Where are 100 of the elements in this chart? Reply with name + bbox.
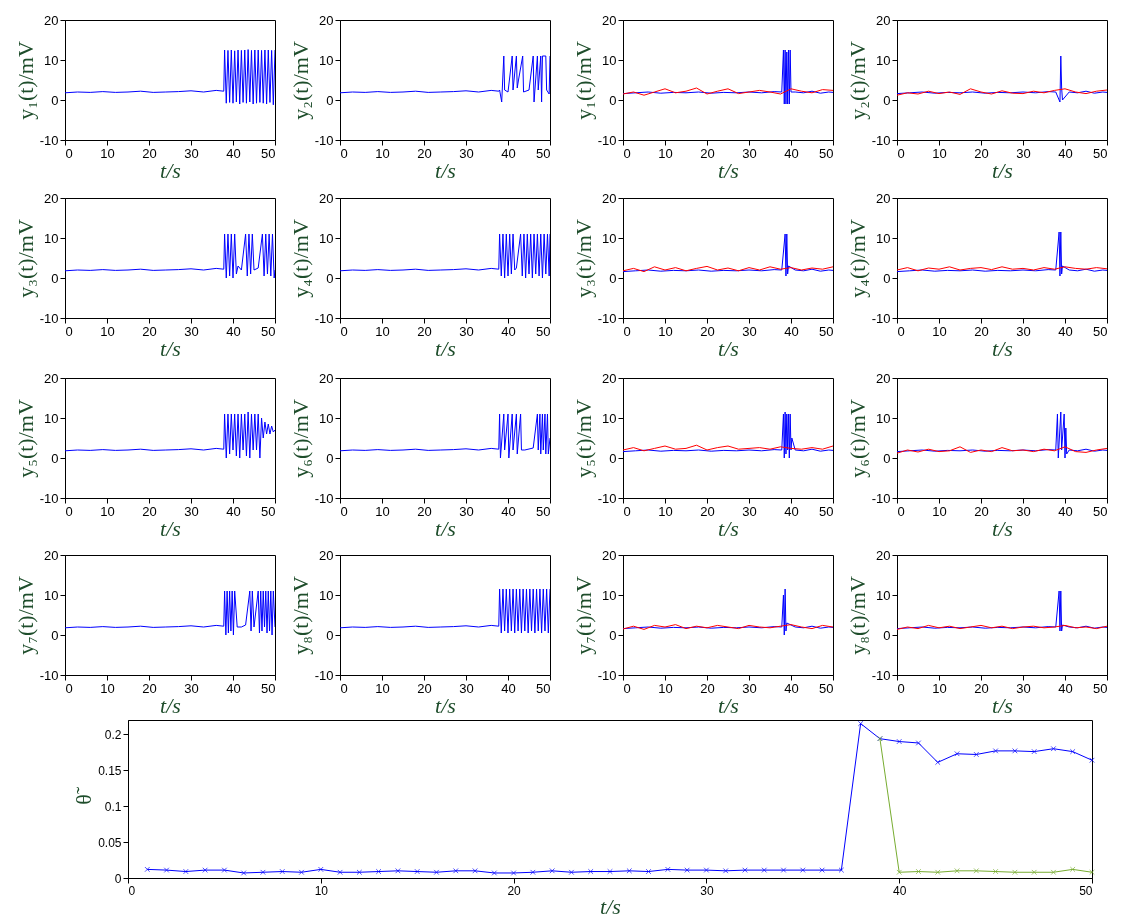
point: [857, 720, 864, 727]
x-tick-label: 50: [1093, 503, 1108, 519]
y-tick-label: 10: [319, 587, 334, 603]
y-tick-label: 20: [319, 370, 334, 386]
y-tick-label: 0: [51, 627, 59, 643]
y-axis-title: y₁(t)/mV: [12, 41, 38, 120]
x-axis-title: t/s: [160, 157, 181, 183]
x-tick-label: 30: [459, 323, 474, 339]
y-tick-label: 0: [326, 627, 334, 643]
y-tick-label: 10: [602, 230, 617, 246]
x-tick-label: 40: [784, 323, 799, 339]
x-axis-title: t/s: [435, 157, 456, 183]
point: [1089, 757, 1095, 764]
point: [1031, 748, 1037, 755]
x-tick-label: 40: [784, 503, 799, 519]
point: [1069, 748, 1076, 755]
point: [144, 866, 151, 873]
x-axis-title: t/s: [718, 515, 739, 541]
line-series: [65, 411, 275, 459]
line-series: [623, 411, 833, 459]
y-tick-label: 0: [51, 270, 59, 286]
x-tick-label: 50: [536, 503, 551, 519]
x-tick-label: 30: [742, 680, 757, 696]
y-axis-title: y₈(t)/mV: [287, 576, 313, 655]
x-tick-label: 40: [1058, 503, 1073, 519]
x-tick-label: 0: [340, 145, 348, 161]
x-tick-label: 20: [700, 145, 715, 161]
point: [1089, 869, 1095, 876]
x-tick-label: 30: [742, 323, 757, 339]
point: [607, 868, 613, 875]
x-tick-label: 0: [897, 680, 905, 696]
y-axis-title: y₆(t)/mV: [844, 399, 870, 478]
y-tick-label: 20: [876, 370, 891, 386]
y-tick-label: 20: [602, 547, 617, 563]
y-axis-title: y₅(t)/mV: [12, 399, 38, 478]
point: [915, 740, 922, 746]
line-series: [897, 55, 1107, 103]
x-tick-label: 0: [340, 503, 348, 519]
x-tick-label: 40: [226, 503, 241, 519]
x-tick-label: 50: [261, 323, 276, 339]
x-tick-label: 30: [1016, 680, 1031, 696]
x-tick-label: 20: [700, 323, 715, 339]
point: [761, 867, 768, 873]
x-tick-label: 30: [700, 883, 714, 898]
line-series: [897, 88, 1107, 96]
x-tick-label: 40: [501, 680, 516, 696]
point: [1050, 869, 1057, 876]
y-tick-label: 0: [609, 450, 617, 466]
x-tick-label: 40: [1058, 323, 1073, 339]
y-tick-label: 20: [319, 12, 334, 28]
x-tick-label: 30: [184, 323, 199, 339]
x-tick-label: 20: [417, 323, 432, 339]
x-tick-label: 50: [261, 680, 276, 696]
y-tick-label: -10: [314, 310, 334, 326]
x-tick-label: 50: [536, 145, 551, 161]
line-series: [65, 590, 275, 636]
x-axis-title: t/s: [160, 515, 181, 541]
point: [954, 867, 960, 874]
y-tick-label: -10: [597, 490, 617, 506]
x-axis-title: t/s: [718, 335, 739, 361]
y-axis-title: θ̃: [71, 786, 97, 805]
y-tick-label: 10: [319, 52, 334, 68]
x-tick-label: 50: [819, 145, 834, 161]
x-tick-label: 40: [226, 680, 241, 696]
y-tick-label: 10: [876, 52, 891, 68]
y-tick-label: 20: [876, 190, 891, 206]
y-tick-label: 0: [51, 92, 59, 108]
point: [279, 868, 286, 875]
line-series: [623, 233, 833, 277]
point: [260, 869, 266, 876]
x-tick-label: 50: [1079, 883, 1093, 898]
point: [433, 869, 440, 876]
y-tick-label: -10: [871, 667, 891, 683]
y-tick-label: 20: [319, 547, 334, 563]
x-tick-label: 10: [375, 503, 390, 519]
x-tick-label: 40: [784, 680, 799, 696]
y-tick-label: -10: [39, 490, 59, 506]
y-axis-title: y₇(t)/mV: [570, 576, 596, 655]
y-tick-label: 0: [883, 92, 891, 108]
line-series: [340, 233, 550, 279]
x-axis-title: t/s: [992, 692, 1013, 718]
x-tick-label: 20: [142, 323, 157, 339]
x-tick-label: 20: [417, 680, 432, 696]
x-tick-label: 10: [375, 680, 390, 696]
x-tick-label: 10: [932, 680, 947, 696]
point: [472, 867, 478, 874]
point: [317, 866, 324, 873]
y-tick-label: 10: [319, 410, 334, 426]
y-tick-label: 10: [44, 52, 59, 68]
y-axis-title: y₂(t)/mV: [287, 41, 313, 120]
y-tick-label: 10: [876, 587, 891, 603]
x-axis-title: t/s: [992, 335, 1013, 361]
y-tick-label: 0: [326, 450, 334, 466]
y-tick-label: -10: [39, 132, 59, 148]
x-tick-label: 20: [700, 680, 715, 696]
point: [1069, 866, 1076, 873]
y-tick-label: 0: [883, 627, 891, 643]
x-tick-label: 30: [742, 145, 757, 161]
x-tick-label: 0: [897, 503, 905, 519]
x-tick-label: 0: [623, 323, 631, 339]
